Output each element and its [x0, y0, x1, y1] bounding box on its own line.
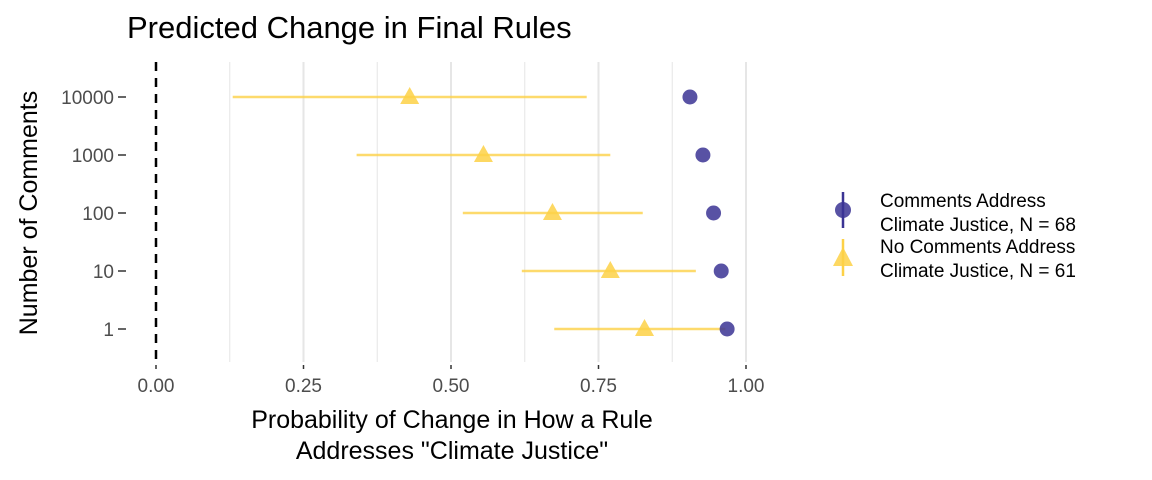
legend-label-line1: No Comments Address — [880, 237, 1075, 258]
x-tick-label: 0.75 — [580, 376, 617, 397]
x-axis-label-line2: Addresses "Climate Justice" — [296, 437, 608, 465]
data-marks — [400, 87, 735, 337]
x-tick-label: 0.00 — [138, 376, 175, 397]
y-axis: 10000 1000 100 10 1 — [61, 88, 126, 341]
point-triangle — [473, 145, 493, 162]
y-tick-label: 10000 — [61, 88, 114, 109]
legend: Comments Address Climate Justice, N = 68… — [833, 191, 1076, 282]
point-triangle — [600, 261, 620, 278]
legend-triangle-key — [833, 247, 853, 266]
point-triangle — [542, 203, 562, 220]
point-circle — [713, 263, 729, 279]
y-tick-label: 10 — [93, 262, 114, 283]
chart-title: Predicted Change in Final Rules — [127, 10, 572, 45]
point-circle — [719, 321, 735, 337]
x-axis: 0.00 0.25 0.50 0.75 1.00 — [138, 365, 765, 397]
point-circle — [682, 89, 698, 105]
error-bars — [232, 95, 726, 331]
point-circle — [695, 147, 711, 163]
legend-label-line2: Climate Justice, N = 61 — [880, 261, 1076, 282]
x-tick-label: 0.50 — [433, 376, 470, 397]
point-triangle — [635, 319, 655, 336]
y-tick-label: 1000 — [72, 146, 114, 167]
y-tick-label: 100 — [82, 204, 114, 225]
y-axis-label: Number of Comments — [15, 91, 43, 336]
point-triangle — [400, 87, 420, 104]
x-tick-label: 0.25 — [285, 376, 322, 397]
x-axis-label-line1: Probability of Change in How a Rule — [251, 406, 653, 434]
legend-label-line2: Climate Justice, N = 68 — [880, 215, 1076, 236]
legend-circle-key — [835, 202, 851, 218]
legend-item-comments: Comments Address Climate Justice, N = 68 — [835, 191, 1076, 236]
point-circle — [706, 205, 722, 221]
legend-item-no-comments: No Comments Address Climate Justice, N =… — [833, 237, 1076, 282]
y-tick-label: 1 — [103, 320, 114, 341]
x-tick-label: 1.00 — [728, 376, 765, 397]
legend-label-line1: Comments Address — [880, 191, 1046, 212]
